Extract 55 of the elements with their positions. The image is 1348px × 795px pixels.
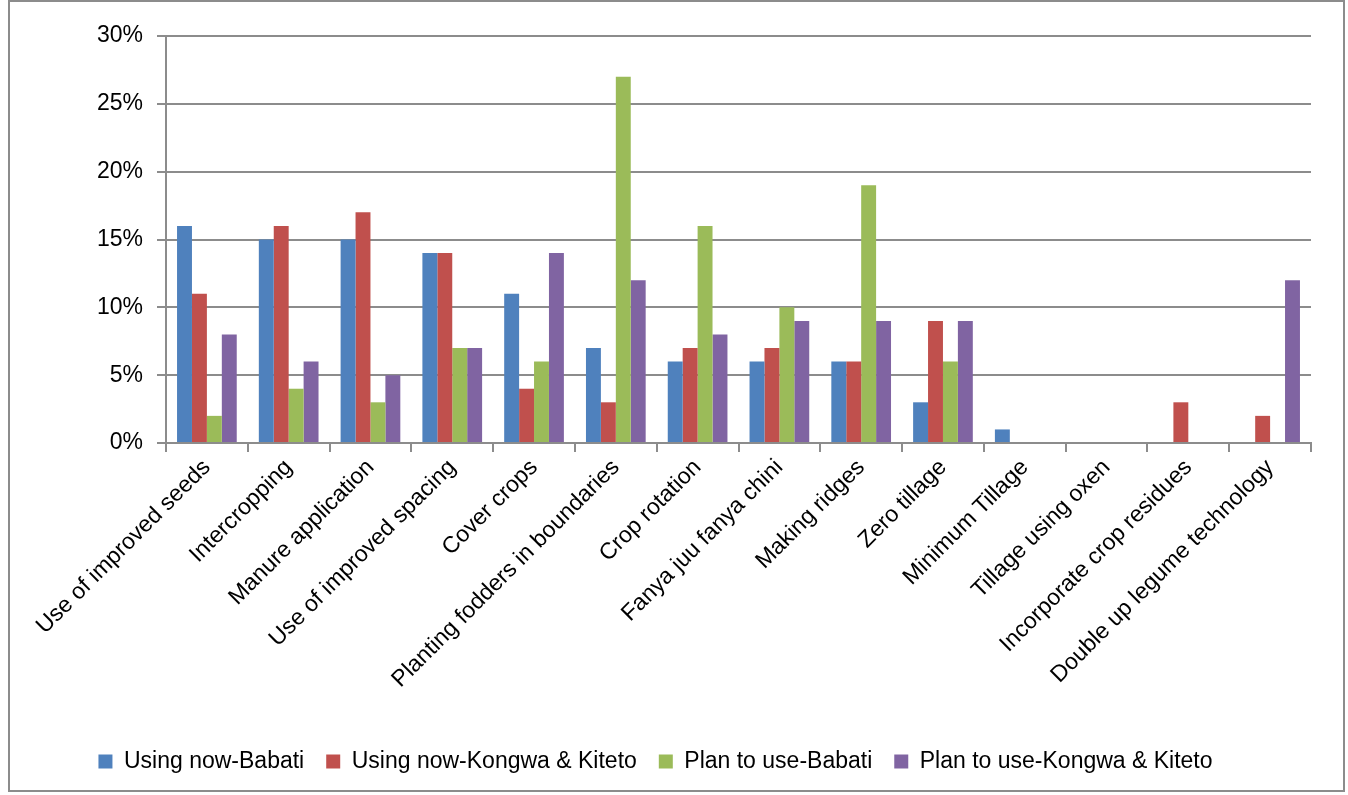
bar [452, 348, 468, 442]
bar [385, 375, 401, 442]
legend-label: Using now-Babati [123, 746, 305, 773]
bar [600, 402, 616, 442]
legend-label: Using now-Kongwa & Kiteto [351, 746, 637, 773]
bar [749, 361, 765, 442]
bar [206, 415, 222, 442]
y-tick-label: 30% [96, 21, 143, 48]
bar [548, 253, 564, 442]
bar [712, 334, 728, 442]
y-tick-label: 25% [96, 89, 143, 116]
bar [846, 361, 862, 442]
bar [258, 239, 274, 442]
y-tick-label: 5% [109, 360, 143, 387]
bar [534, 361, 549, 442]
bar [422, 253, 438, 442]
bar [288, 388, 304, 442]
bar [682, 348, 698, 442]
bar [355, 212, 371, 442]
bar [221, 334, 237, 442]
legend-label: Plan to use-Kongwa & Kiteto [919, 746, 1213, 773]
bar [876, 320, 892, 442]
bar [1285, 280, 1300, 442]
bar [370, 402, 386, 442]
bar [913, 402, 929, 442]
bar [615, 76, 631, 442]
bar [697, 225, 713, 442]
bar [273, 225, 289, 442]
bar [1173, 402, 1189, 442]
bar [942, 361, 958, 442]
y-tick-label: 0% [109, 428, 143, 455]
bar [1255, 415, 1271, 442]
bar [831, 361, 847, 442]
y-tick-label: 15% [96, 224, 143, 251]
bar [794, 320, 810, 442]
bar [504, 293, 520, 442]
bar [630, 280, 646, 442]
bar [585, 348, 601, 442]
bar [764, 348, 780, 442]
bar [928, 320, 943, 442]
y-tick-label: 10% [96, 292, 143, 319]
legend-label: Plan to use-Babati [684, 746, 873, 773]
bar [340, 239, 356, 442]
bar [303, 361, 319, 442]
bar [779, 307, 795, 442]
bar [519, 388, 535, 442]
bar [861, 185, 877, 442]
bar [437, 253, 453, 442]
bar [177, 225, 192, 442]
bar [467, 348, 483, 442]
bar [994, 429, 1010, 442]
bar [957, 320, 973, 442]
y-tick-label: 20% [96, 157, 143, 184]
bar [191, 293, 207, 442]
bar [667, 361, 683, 442]
